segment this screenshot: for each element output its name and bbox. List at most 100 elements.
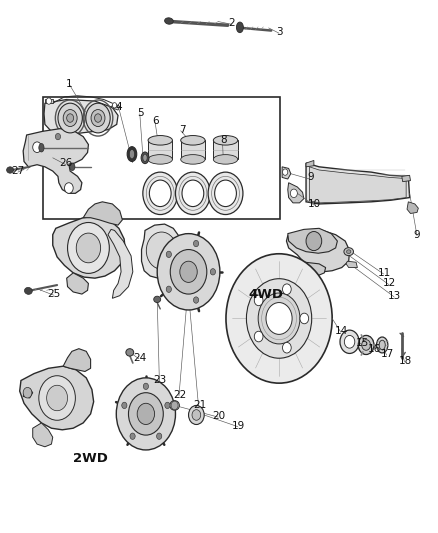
Text: 26: 26: [59, 158, 72, 168]
Circle shape: [122, 402, 127, 409]
Circle shape: [254, 295, 263, 306]
Circle shape: [283, 169, 288, 175]
Text: 9: 9: [307, 172, 314, 182]
Polygon shape: [108, 229, 133, 298]
Ellipse shape: [377, 337, 388, 353]
Polygon shape: [346, 261, 357, 268]
Polygon shape: [213, 140, 238, 159]
Text: 24: 24: [133, 353, 146, 362]
Ellipse shape: [148, 135, 173, 145]
Circle shape: [143, 172, 178, 215]
Circle shape: [215, 180, 237, 207]
Text: 4WD: 4WD: [248, 288, 283, 301]
Circle shape: [137, 403, 155, 424]
Polygon shape: [20, 366, 94, 430]
Polygon shape: [306, 163, 410, 204]
Circle shape: [33, 142, 42, 152]
Polygon shape: [288, 228, 337, 253]
Polygon shape: [148, 140, 173, 159]
Text: 27: 27: [11, 166, 25, 176]
Circle shape: [171, 401, 178, 410]
Ellipse shape: [148, 155, 173, 164]
Circle shape: [176, 172, 210, 215]
Text: 7: 7: [179, 125, 185, 135]
Ellipse shape: [70, 163, 75, 171]
Ellipse shape: [154, 296, 161, 303]
Circle shape: [130, 433, 135, 439]
Circle shape: [39, 376, 75, 420]
Text: 2WD: 2WD: [73, 452, 108, 465]
Polygon shape: [53, 216, 125, 278]
Circle shape: [192, 410, 201, 420]
Circle shape: [64, 183, 73, 193]
Polygon shape: [286, 261, 325, 277]
Circle shape: [210, 269, 215, 275]
Polygon shape: [51, 133, 64, 138]
Circle shape: [23, 387, 32, 398]
Ellipse shape: [170, 401, 180, 410]
Ellipse shape: [165, 18, 173, 24]
Polygon shape: [111, 103, 120, 110]
Circle shape: [226, 254, 332, 383]
Circle shape: [165, 402, 170, 409]
Circle shape: [306, 231, 322, 251]
Ellipse shape: [181, 155, 205, 164]
Polygon shape: [33, 423, 53, 447]
Circle shape: [180, 261, 197, 282]
Text: 25: 25: [47, 289, 60, 299]
Circle shape: [116, 378, 176, 450]
Circle shape: [58, 103, 82, 133]
Text: 2: 2: [229, 18, 235, 28]
Circle shape: [157, 233, 220, 310]
Text: 4: 4: [116, 102, 122, 112]
Circle shape: [166, 251, 171, 257]
Circle shape: [300, 313, 309, 324]
Text: 3: 3: [277, 27, 283, 37]
Circle shape: [290, 189, 297, 198]
Text: 22: 22: [173, 390, 187, 400]
Ellipse shape: [181, 135, 205, 145]
Circle shape: [143, 383, 148, 390]
Polygon shape: [83, 202, 122, 225]
Ellipse shape: [25, 287, 32, 294]
Circle shape: [67, 222, 110, 273]
Circle shape: [91, 110, 105, 126]
Circle shape: [149, 180, 171, 207]
Circle shape: [208, 172, 243, 215]
Text: 5: 5: [138, 108, 144, 118]
Polygon shape: [23, 128, 88, 193]
Circle shape: [67, 114, 74, 122]
Ellipse shape: [237, 22, 244, 33]
Circle shape: [166, 286, 171, 293]
Polygon shape: [44, 100, 118, 135]
Polygon shape: [181, 140, 205, 159]
Circle shape: [258, 293, 300, 344]
Text: 6: 6: [152, 116, 159, 126]
Text: 23: 23: [154, 375, 167, 385]
Circle shape: [128, 393, 163, 435]
Ellipse shape: [344, 248, 353, 256]
Text: 15: 15: [356, 338, 369, 349]
Circle shape: [46, 98, 51, 104]
Circle shape: [113, 103, 117, 108]
Text: 17: 17: [381, 349, 395, 359]
Polygon shape: [45, 100, 53, 103]
Circle shape: [358, 335, 374, 354]
Ellipse shape: [213, 135, 238, 145]
Ellipse shape: [141, 152, 149, 164]
Polygon shape: [141, 224, 182, 278]
Polygon shape: [67, 273, 88, 294]
Ellipse shape: [129, 149, 134, 159]
Text: 11: 11: [378, 268, 391, 278]
Polygon shape: [402, 175, 410, 182]
Text: 16: 16: [368, 344, 381, 354]
Circle shape: [182, 180, 204, 207]
Polygon shape: [23, 389, 33, 398]
Text: 12: 12: [383, 278, 396, 288]
Circle shape: [254, 331, 263, 342]
Ellipse shape: [346, 250, 351, 254]
Circle shape: [170, 249, 207, 294]
Circle shape: [55, 133, 60, 140]
Circle shape: [247, 279, 312, 358]
Circle shape: [194, 297, 199, 303]
